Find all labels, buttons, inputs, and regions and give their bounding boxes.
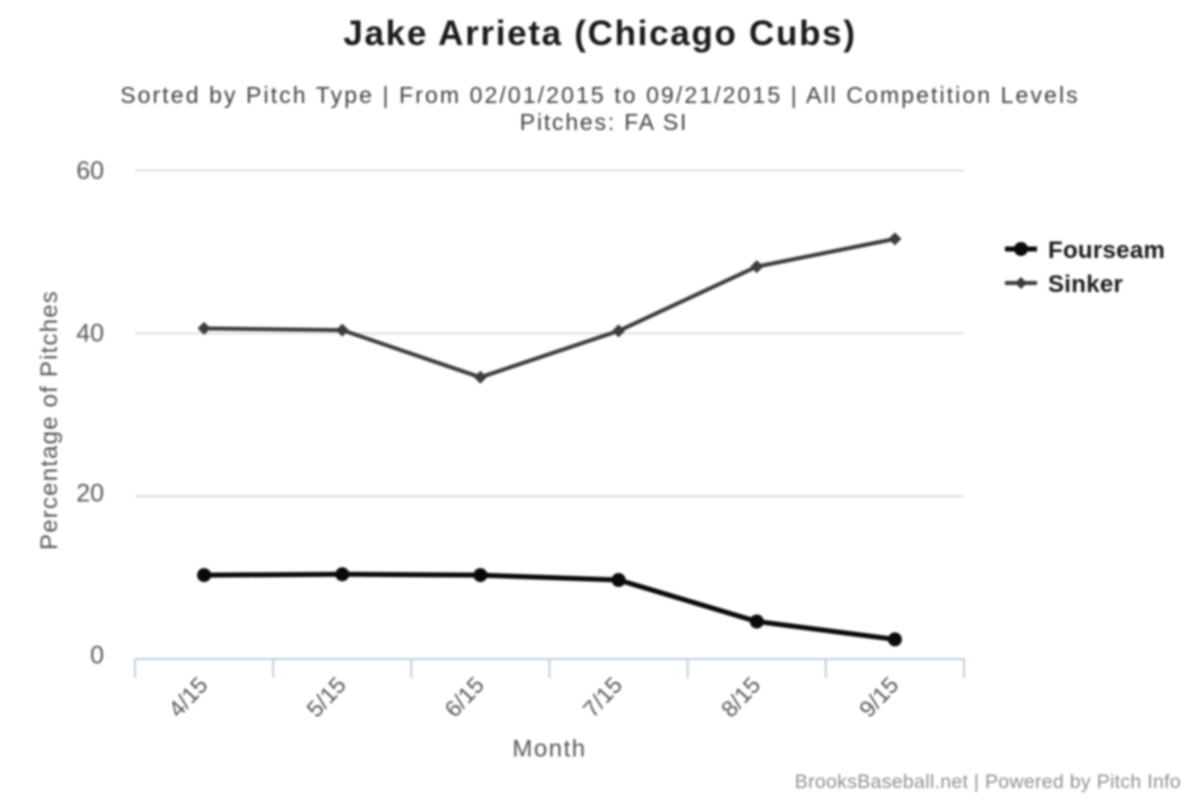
svg-text:Jake Arrieta (Chicago Cubs): Jake Arrieta (Chicago Cubs) bbox=[343, 14, 856, 53]
svg-text:60: 60 bbox=[76, 157, 104, 185]
svg-text:Month: Month bbox=[512, 736, 586, 763]
svg-text:Percentage of Pitches: Percentage of Pitches bbox=[36, 290, 63, 550]
svg-text:Sinker: Sinker bbox=[1048, 271, 1123, 298]
svg-text:Fourseam: Fourseam bbox=[1048, 237, 1165, 264]
svg-text:20: 20 bbox=[76, 480, 104, 508]
svg-text:BrooksBaseball.net | Powered b: BrooksBaseball.net | Powered by Pitch In… bbox=[795, 771, 1181, 793]
svg-text:Sorted by Pitch Type | From 02: Sorted by Pitch Type | From 02/01/2015 t… bbox=[120, 82, 1080, 108]
svg-text:Pitches: FA SI: Pitches: FA SI bbox=[520, 109, 688, 135]
svg-text:0: 0 bbox=[90, 642, 104, 670]
svg-text:40: 40 bbox=[76, 320, 104, 348]
